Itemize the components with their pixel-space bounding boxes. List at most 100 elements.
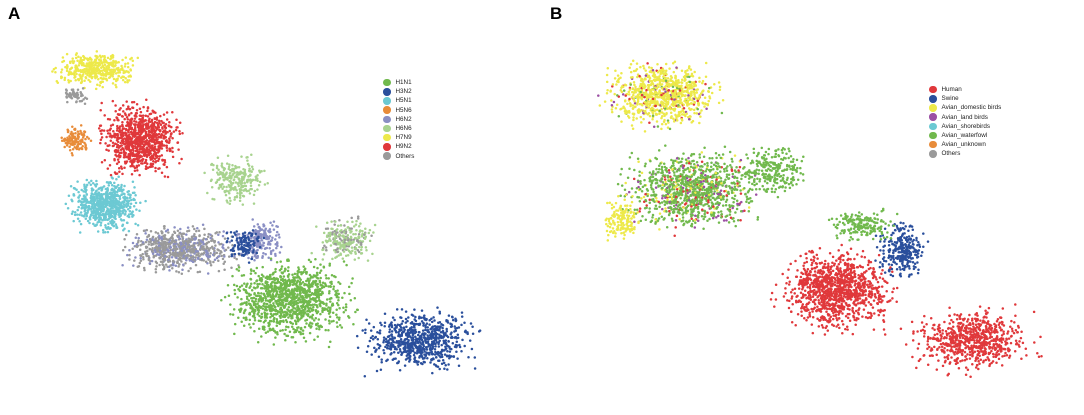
node	[197, 252, 200, 255]
node	[123, 80, 127, 84]
node	[134, 112, 138, 115]
node	[300, 272, 303, 276]
node	[283, 332, 286, 336]
node	[128, 142, 131, 145]
node	[272, 302, 275, 305]
node	[106, 230, 110, 234]
node	[68, 134, 71, 138]
node	[109, 139, 113, 142]
node	[232, 178, 236, 182]
node	[76, 130, 80, 133]
node	[135, 136, 139, 139]
node	[250, 310, 254, 313]
node-cluster	[121, 223, 244, 275]
node	[177, 265, 180, 268]
node	[96, 207, 99, 210]
node	[111, 144, 115, 148]
node	[314, 288, 318, 291]
node	[153, 141, 157, 144]
node	[109, 220, 112, 223]
node	[145, 150, 148, 154]
node	[342, 246, 346, 250]
node	[133, 135, 136, 138]
node	[337, 292, 340, 296]
node	[371, 252, 374, 256]
node	[219, 185, 223, 189]
node	[102, 193, 105, 196]
node	[76, 77, 80, 81]
node	[102, 129, 106, 132]
node	[80, 81, 83, 84]
node	[210, 239, 213, 243]
node	[256, 282, 259, 286]
node	[258, 229, 261, 232]
node	[167, 231, 170, 234]
node	[302, 336, 306, 340]
node	[321, 310, 324, 314]
node	[316, 266, 319, 270]
node	[103, 159, 107, 162]
node	[158, 257, 161, 260]
node	[181, 235, 184, 239]
node	[120, 189, 123, 192]
node-cluster	[97, 98, 184, 179]
node	[70, 198, 73, 201]
node	[131, 180, 135, 183]
node	[69, 185, 73, 188]
node	[256, 188, 259, 191]
node	[233, 292, 237, 296]
node	[124, 134, 127, 137]
node	[109, 68, 113, 72]
node	[128, 206, 132, 209]
node	[92, 222, 95, 226]
node	[146, 115, 150, 118]
node	[270, 319, 273, 323]
node	[333, 237, 336, 241]
node	[343, 291, 346, 295]
node	[131, 106, 134, 109]
node	[107, 66, 111, 69]
node	[85, 135, 89, 139]
node	[383, 321, 387, 324]
node	[79, 58, 83, 61]
node	[154, 271, 158, 274]
node	[252, 322, 255, 326]
node	[163, 248, 167, 252]
node	[180, 272, 184, 275]
node	[147, 257, 151, 261]
node	[286, 269, 290, 273]
node	[147, 243, 151, 246]
node	[130, 198, 133, 202]
node	[84, 76, 88, 80]
node	[252, 225, 256, 228]
node	[109, 57, 112, 61]
node	[340, 231, 343, 234]
node	[112, 77, 116, 81]
node	[154, 154, 157, 158]
node	[111, 82, 115, 85]
node	[97, 77, 100, 81]
node	[131, 215, 134, 218]
node	[270, 295, 273, 299]
node	[191, 238, 194, 241]
node	[60, 68, 64, 71]
node	[134, 201, 138, 205]
node	[133, 117, 137, 120]
node	[282, 275, 286, 278]
node	[70, 138, 74, 142]
node	[126, 221, 129, 225]
node	[287, 266, 290, 269]
node	[51, 70, 54, 73]
node	[138, 140, 142, 144]
node	[305, 272, 308, 275]
node	[144, 232, 147, 235]
node	[193, 233, 196, 236]
node	[272, 290, 275, 293]
node	[195, 253, 198, 257]
node	[109, 203, 113, 206]
node	[107, 72, 111, 76]
node	[155, 118, 159, 121]
node	[97, 67, 100, 70]
node	[332, 285, 336, 288]
node	[67, 140, 70, 143]
